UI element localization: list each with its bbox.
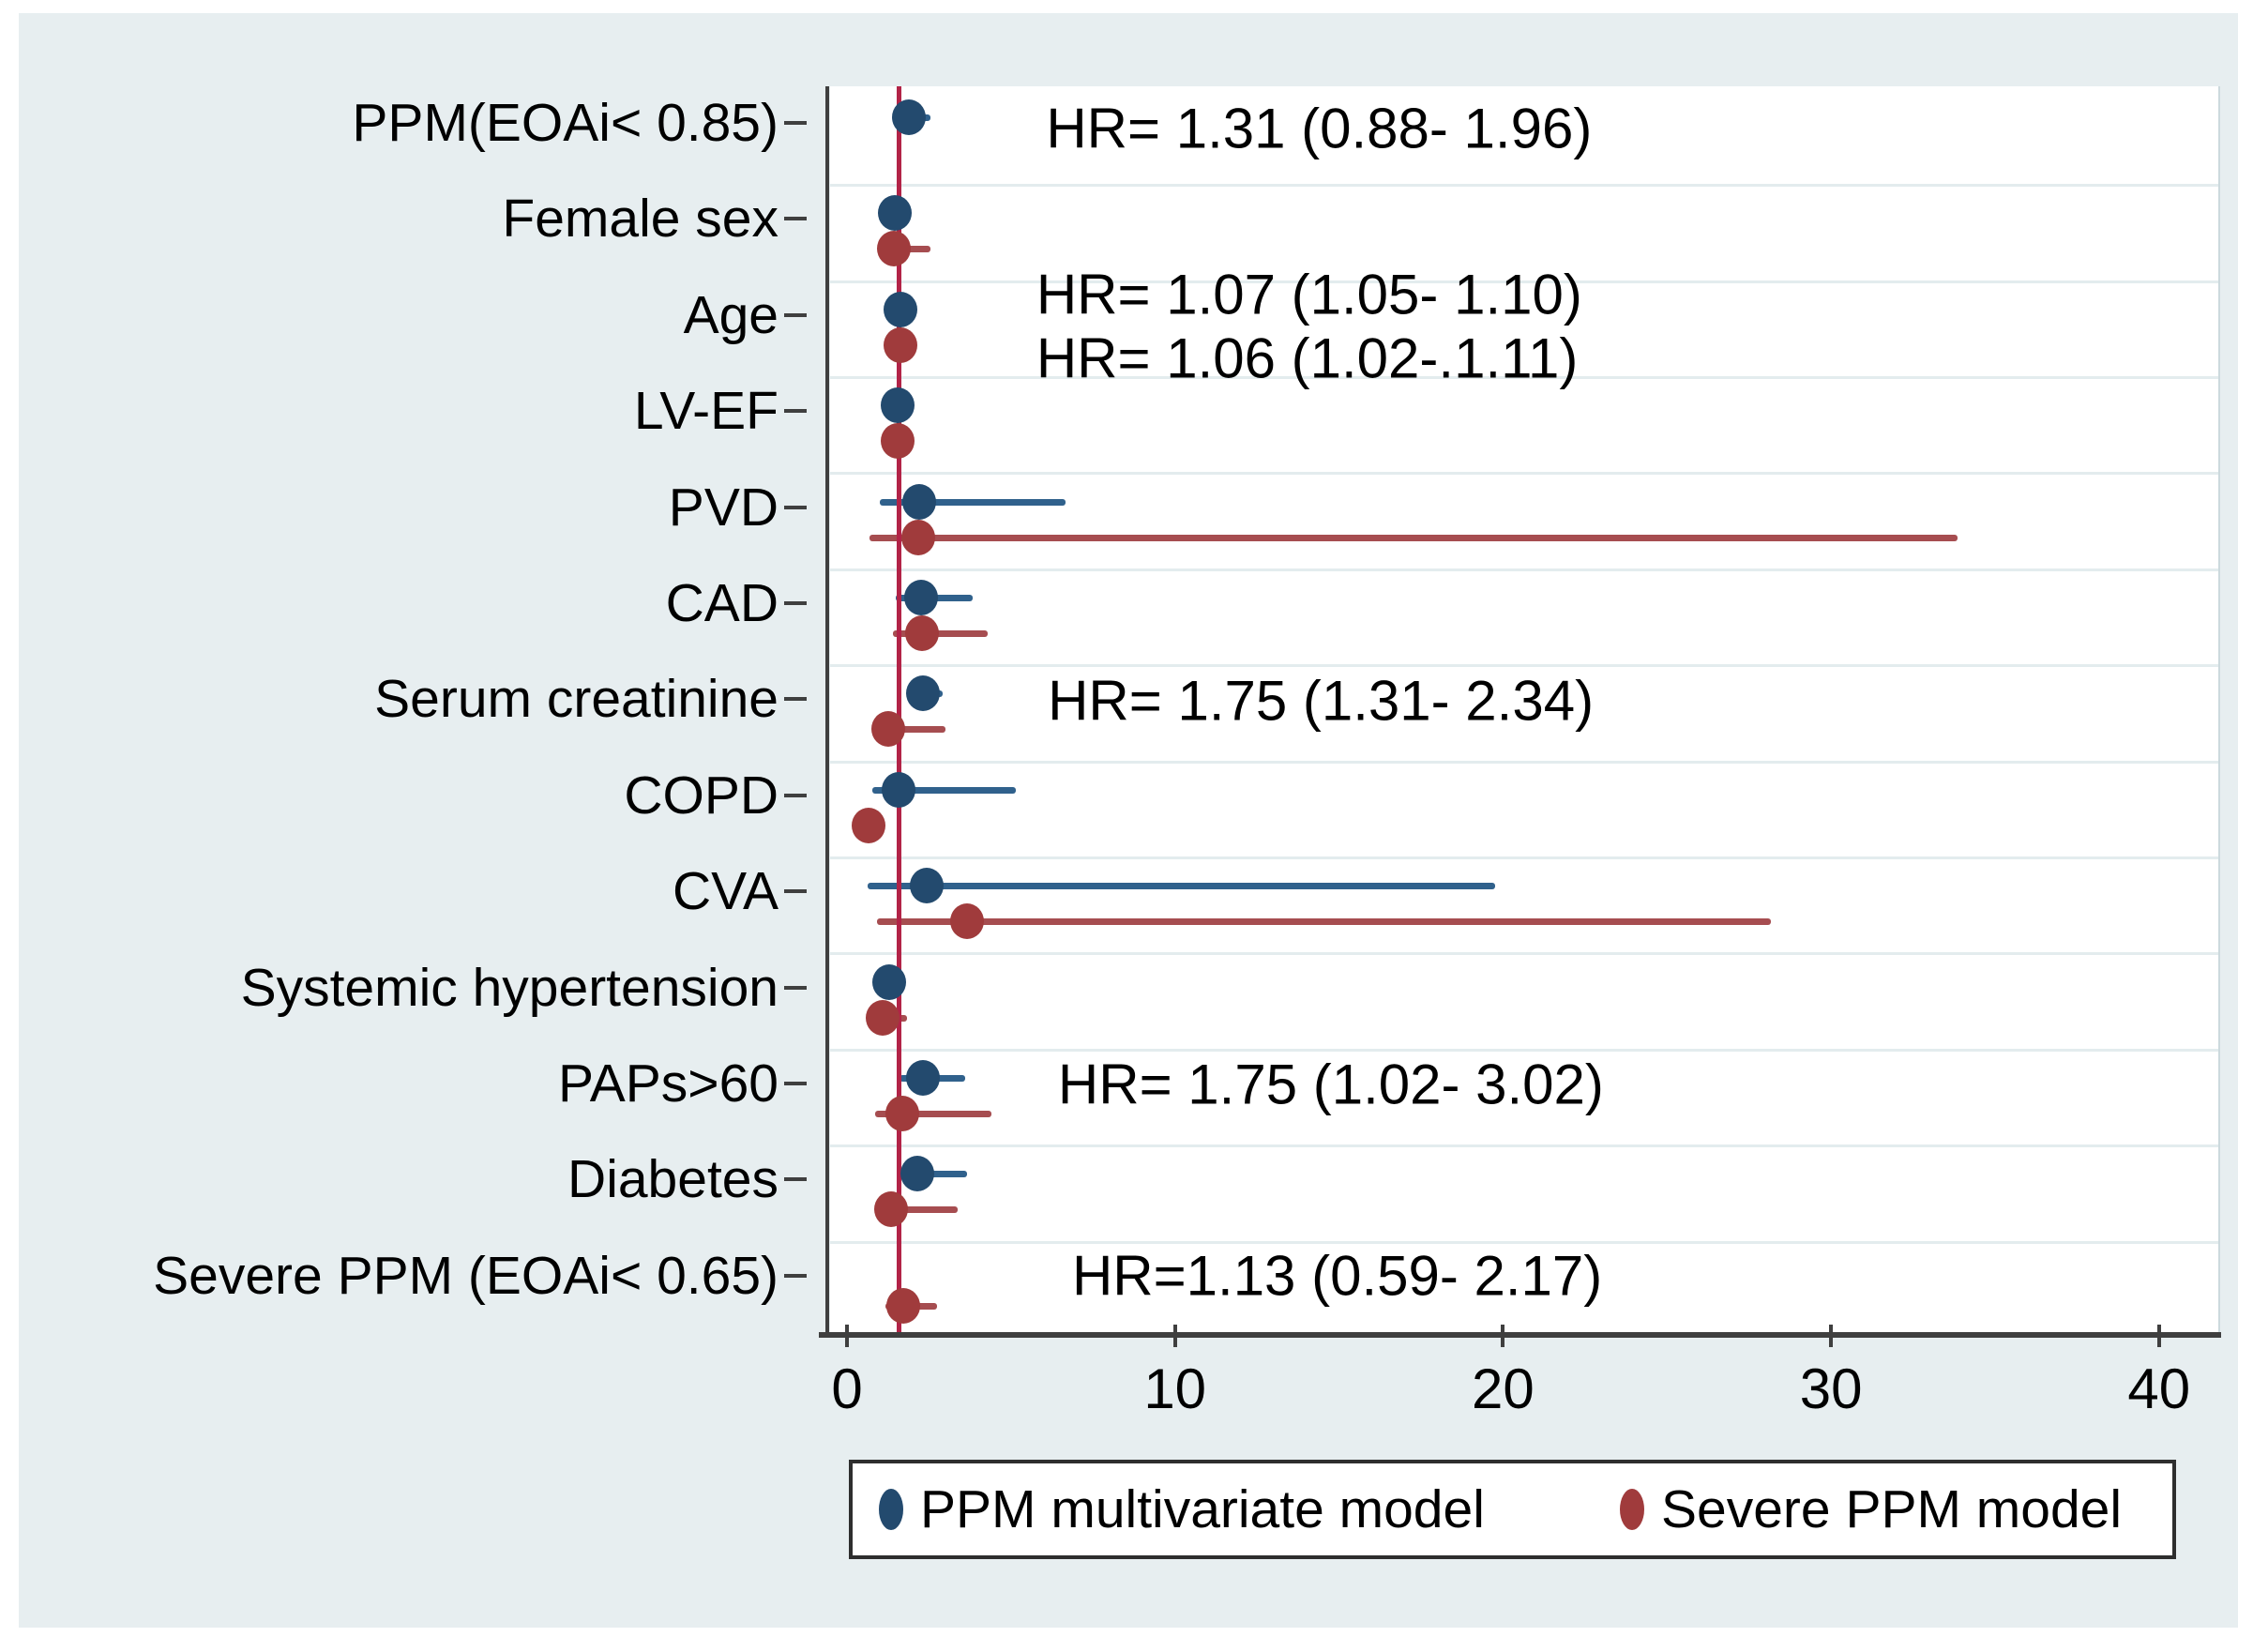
ci-whisker-ppm — [868, 883, 1496, 890]
y-tick — [784, 1082, 807, 1085]
x-tick-label: 0 — [831, 1357, 863, 1420]
x-axis-line — [819, 1332, 2221, 1338]
legend-marker-ppm-icon — [879, 1489, 903, 1530]
grid-line — [830, 1048, 2218, 1052]
data-point-severe — [851, 807, 885, 843]
data-point-severe — [877, 231, 912, 267]
plot-area: HR= 1.31 (0.88- 1.96) HR= 1.07 (1.05- 1.1… — [830, 86, 2220, 1332]
grid-line — [830, 568, 2218, 571]
data-point-severe — [885, 1287, 920, 1324]
row-label: Female sex — [502, 189, 779, 250]
y-tick — [784, 409, 807, 414]
x-tick-label: 10 — [1143, 1357, 1207, 1420]
hr-annotation: HR= 1.75 (1.31- 2.34) — [1048, 669, 1595, 733]
y-tick — [784, 793, 807, 797]
data-point-severe — [865, 999, 900, 1036]
row-label: PPM(EOAi< 0.85) — [352, 93, 779, 153]
grid-line — [830, 472, 2218, 476]
data-point-ppm — [906, 1060, 941, 1096]
data-point-ppm — [884, 291, 918, 327]
hr-annotation: HR=1.13 (0.59- 2.17) — [1071, 1244, 1603, 1308]
row-label: CVA — [673, 861, 779, 922]
ci-whisker-severe — [876, 918, 1772, 926]
row-label: Serum creatinine — [374, 669, 779, 730]
ci-whisker-severe — [875, 1206, 958, 1214]
grid-line — [830, 184, 2218, 188]
data-point-ppm — [906, 675, 941, 712]
data-point-severe — [873, 1191, 908, 1228]
data-point-severe — [884, 326, 918, 363]
y-tick — [784, 217, 807, 221]
data-point-ppm — [881, 771, 915, 808]
ci-whisker-severe — [869, 534, 1958, 541]
x-tick — [1501, 1325, 1505, 1347]
x-tick — [2156, 1325, 2161, 1347]
x-tick-label: 20 — [1472, 1357, 1535, 1420]
ci-whisker-severe — [893, 630, 988, 637]
row-label: LV-EF — [633, 381, 779, 442]
figure-panel: HR= 1.31 (0.88- 1.96) HR= 1.07 (1.05- 1.1… — [19, 13, 2238, 1628]
grid-line — [830, 1240, 2218, 1244]
y-tick — [784, 601, 807, 605]
data-point-severe — [950, 903, 985, 940]
y-tick — [784, 121, 807, 125]
y-tick — [784, 505, 807, 509]
data-point-severe — [871, 711, 906, 748]
x-tick — [1172, 1325, 1177, 1347]
y-tick — [784, 889, 807, 894]
row-label: Systemic hypertension — [240, 957, 779, 1018]
y-tick — [784, 1273, 807, 1278]
row-label: Age — [683, 284, 779, 345]
y-axis-line — [825, 86, 829, 1338]
data-point-ppm — [880, 387, 915, 424]
grid-line — [830, 376, 2218, 379]
x-tick — [845, 1325, 849, 1347]
x-tick-label: 30 — [1799, 1357, 1863, 1420]
data-point-ppm — [910, 868, 945, 904]
grid-line — [830, 952, 2218, 956]
y-tick — [784, 1177, 807, 1182]
data-point-ppm — [871, 963, 906, 1000]
grid-line — [830, 760, 2218, 764]
row-label: Severe PPM (EOAi< 0.65) — [153, 1245, 779, 1306]
y-tick — [784, 312, 807, 317]
ci-whisker-ppm — [880, 498, 1066, 506]
row-label: CAD — [665, 573, 779, 633]
x-tick — [1829, 1325, 1834, 1347]
data-point-severe — [904, 615, 939, 651]
legend-marker-severe-icon — [1620, 1489, 1644, 1530]
data-point-ppm — [904, 580, 939, 615]
data-point-severe — [900, 519, 935, 555]
ci-whisker-ppm — [871, 786, 1016, 794]
reference-line — [896, 86, 901, 1332]
data-point-severe — [881, 423, 915, 460]
y-tick — [784, 985, 807, 990]
grid-line — [830, 280, 2218, 283]
hr-annotation: HR= 1.31 (0.88- 1.96) — [1046, 97, 1593, 160]
ci-whisker-severe — [871, 726, 945, 734]
data-point-severe — [885, 1096, 919, 1131]
row-label: COPD — [624, 765, 779, 826]
legend-label-severe: Severe PPM model — [1661, 1479, 2123, 1539]
row-label: Diabetes — [567, 1149, 779, 1210]
hr-annotation: HR= 1.07 (1.05- 1.10) — [1036, 263, 1582, 326]
row-label: PVD — [668, 477, 779, 538]
ci-whisker-severe — [875, 1111, 991, 1117]
legend-label-ppm: PPM multivariate model — [920, 1479, 1485, 1539]
data-point-ppm — [900, 1156, 934, 1192]
hr-annotation: HR= 1.06 (1.02-.1.11) — [1036, 326, 1579, 390]
grid-line — [830, 856, 2218, 859]
legend: PPM multivariate model Severe PPM model — [849, 1460, 2176, 1559]
data-point-ppm — [902, 483, 936, 520]
data-point-ppm — [891, 99, 926, 135]
grid-line — [830, 664, 2218, 668]
hr-annotation: HR= 1.75 (1.02- 3.02) — [1057, 1053, 1604, 1116]
y-tick — [784, 697, 807, 702]
row-label: PAPs>60 — [557, 1053, 779, 1114]
x-tick-label: 40 — [2127, 1357, 2191, 1420]
grid-line — [830, 1144, 2218, 1148]
data-point-ppm — [878, 195, 913, 232]
